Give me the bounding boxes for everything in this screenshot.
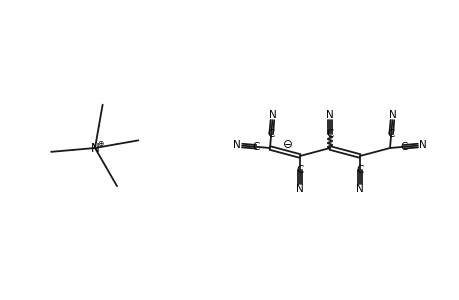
Text: N: N xyxy=(388,110,396,120)
Text: C: C xyxy=(356,165,363,175)
Text: N: N xyxy=(233,140,241,150)
Text: C: C xyxy=(386,129,394,139)
Text: C: C xyxy=(325,129,333,139)
Text: N: N xyxy=(355,184,363,194)
Text: N: N xyxy=(269,110,276,120)
Text: ⊕: ⊕ xyxy=(97,139,103,148)
Text: N: N xyxy=(90,142,99,154)
Text: N: N xyxy=(418,140,426,150)
Text: C: C xyxy=(267,129,274,139)
Text: C: C xyxy=(252,142,259,152)
Text: N: N xyxy=(325,110,333,120)
Text: ⊖: ⊖ xyxy=(282,137,292,151)
Text: C: C xyxy=(399,142,407,152)
Text: C: C xyxy=(296,165,303,175)
Text: N: N xyxy=(296,184,303,194)
